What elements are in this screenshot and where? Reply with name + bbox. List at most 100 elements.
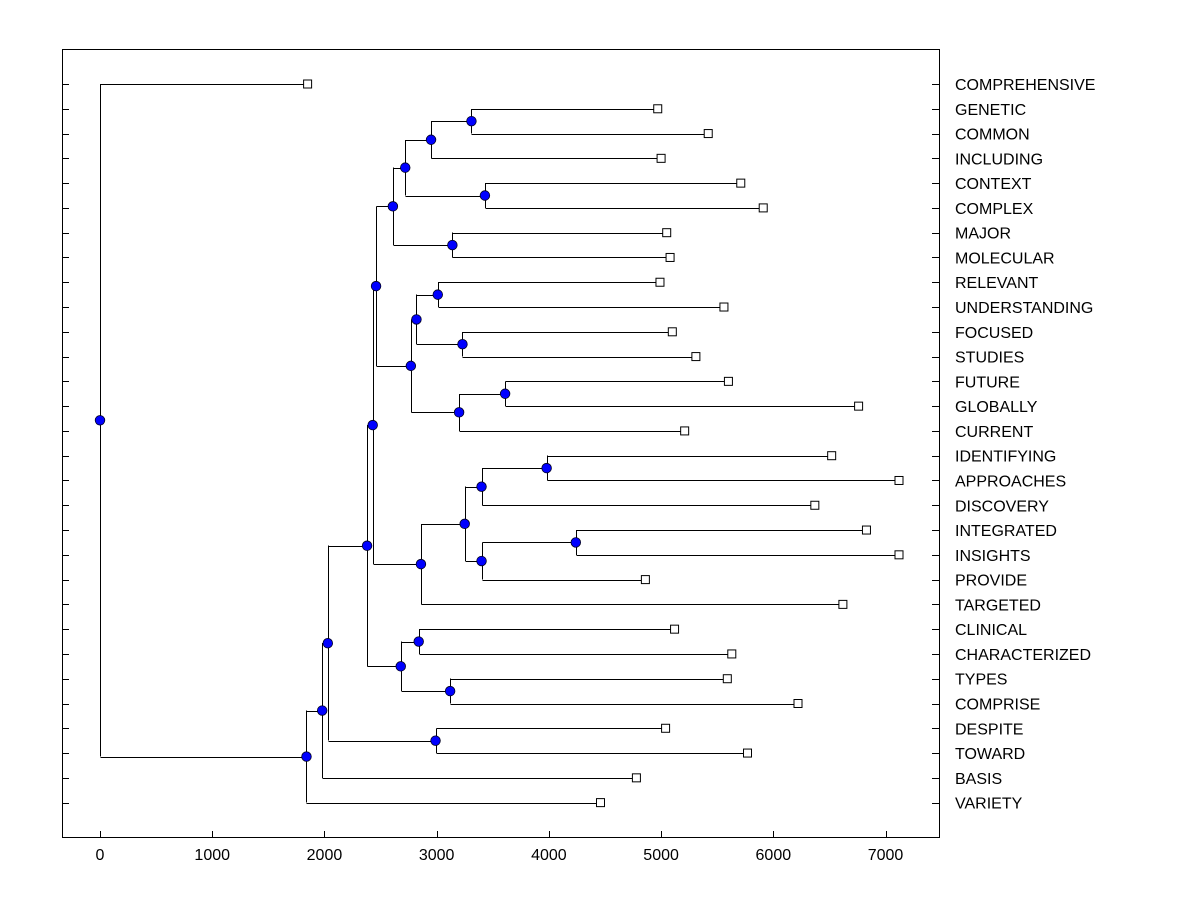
x-tick-label: 6000	[756, 847, 792, 864]
leaf-label-clinical: CLINICAL	[955, 622, 1027, 639]
leaf-label-molecular: MOLECULAR	[955, 250, 1055, 267]
leaf-marker-square	[655, 277, 665, 287]
merge-node-marker	[447, 239, 458, 251]
node-markers	[94, 115, 582, 762]
merge-node-marker	[94, 415, 106, 426]
leaf-label-toward: TOWARD	[955, 746, 1025, 763]
leaf-label-focused: FOCUSED	[955, 325, 1033, 342]
merge-node-marker	[415, 558, 427, 570]
leaf-marker-square	[719, 302, 729, 312]
merge-node-marker	[432, 289, 443, 300]
leaf-label-complex: COMPLEX	[955, 201, 1034, 218]
leaf-marker-square	[670, 624, 680, 634]
leaf-marker-square	[743, 748, 753, 758]
leaf-label-provide: PROVIDE	[955, 573, 1027, 590]
x-tick-label: 7000	[868, 847, 904, 864]
leaf-label-basis: BASIS	[955, 771, 1002, 788]
x-tick-label: 3000	[419, 847, 455, 864]
merge-node-marker	[400, 162, 411, 173]
leaf-marker-square	[838, 599, 848, 609]
leaf-label-context: CONTEXT	[955, 176, 1032, 193]
leaf-label-understanding: UNDERSTANDING	[955, 300, 1093, 317]
leaf-label-integrated: INTEGRATED	[955, 523, 1057, 540]
merge-node-marker	[322, 637, 334, 649]
merge-node-marker	[413, 636, 424, 647]
merge-node-marker	[479, 190, 491, 201]
merge-node-marker	[541, 462, 552, 474]
merge-node-marker	[370, 280, 382, 292]
leaf-label-studies: STUDIES	[955, 350, 1024, 367]
x-axis: 0 1000 2000 3000 4000 5000 6000 7000	[62, 84, 939, 864]
leaf-marker-square	[691, 352, 701, 362]
merge-node-marker	[466, 115, 477, 127]
leaf-marker-square	[640, 575, 650, 585]
leaf-marker-square	[303, 79, 313, 89]
merge-node-marker	[459, 518, 470, 530]
x-tick-label: 1000	[194, 847, 230, 864]
leaf-marker-square	[810, 500, 820, 510]
leaf-label-identifying: IDENTIFYING	[955, 449, 1056, 466]
leaf-marker-square	[667, 327, 677, 337]
leaf-label-characterized: CHARACTERIZED	[955, 647, 1091, 664]
merge-node-marker	[444, 685, 456, 697]
leaf-label-including: INCLUDING	[955, 151, 1043, 168]
merge-node-marker	[499, 388, 511, 399]
merge-node-marker	[367, 419, 378, 431]
merge-node-marker	[425, 134, 437, 145]
merge-node-marker	[405, 360, 417, 372]
leaf-marker-square	[727, 649, 737, 659]
leaf-label-genetic: GENETIC	[955, 102, 1026, 119]
leaf-marker-square	[661, 723, 671, 733]
leaf-label-relevant: RELEVANT	[955, 275, 1039, 292]
leaf-label-current: CURRENT	[955, 424, 1033, 441]
leaf-marker-square	[793, 699, 803, 708]
leaf-marker-square	[722, 674, 732, 684]
leaf-marker-square	[662, 228, 672, 238]
leaf-marker-square	[656, 153, 666, 163]
x-tick-label: 2000	[307, 847, 343, 864]
merge-node-marker	[411, 314, 422, 325]
x-tick-label: 5000	[643, 847, 679, 864]
branch-lines	[100, 84, 899, 804]
merge-node-marker	[476, 481, 487, 492]
leaf-marker-square	[723, 376, 733, 386]
merge-node-marker	[476, 555, 487, 567]
merge-node-marker	[430, 735, 441, 746]
leaf-markers	[303, 79, 904, 808]
leaf-label-insights: INSIGHTS	[955, 548, 1031, 565]
x-tick-label: 0	[96, 847, 105, 864]
leaf-marker-square	[631, 773, 641, 783]
merge-node-marker	[453, 407, 465, 418]
merge-node-marker	[361, 540, 373, 551]
merge-node-marker	[395, 661, 406, 672]
leaf-marker-square	[595, 798, 605, 808]
leaf-label-common: COMMON	[955, 127, 1030, 144]
leaf-marker-square	[653, 104, 663, 114]
leaf-marker-square	[665, 252, 675, 262]
leaf-labels: COMPREHENSIVE GENETIC COMMON INCLUDING CONTE…	[955, 77, 1095, 813]
leaf-label-approaches: APPROACHES	[955, 473, 1066, 490]
leaf-marker-square	[680, 426, 690, 436]
leaf-label-major: MAJOR	[955, 226, 1011, 243]
merge-node-marker	[570, 537, 582, 548]
leaf-marker-square	[758, 203, 768, 213]
leaf-marker-square	[894, 475, 904, 485]
leaf-label-discovery: DISCOVERY	[955, 498, 1049, 515]
leaf-label-types: TYPES	[955, 672, 1007, 689]
leaf-label-comprehensive: COMPREHENSIVE	[955, 77, 1095, 94]
leaf-label-targeted: TARGETED	[955, 597, 1041, 614]
merge-node-marker	[316, 705, 328, 716]
leaf-label-comprise: COMPRISE	[955, 697, 1040, 714]
leaf-label-despite: DESPITE	[955, 721, 1023, 738]
leaf-marker-square	[894, 550, 904, 560]
merge-node-marker	[457, 338, 468, 350]
leaf-label-globally: GLOBALLY	[955, 399, 1038, 416]
merge-node-marker	[301, 751, 312, 762]
leaf-marker-square	[861, 525, 871, 535]
plot-frame	[62, 49, 940, 838]
leaf-marker-square	[703, 129, 713, 139]
leaf-marker-square	[854, 401, 864, 411]
merge-node-marker	[387, 201, 399, 212]
leaf-label-future: FUTURE	[955, 374, 1020, 391]
